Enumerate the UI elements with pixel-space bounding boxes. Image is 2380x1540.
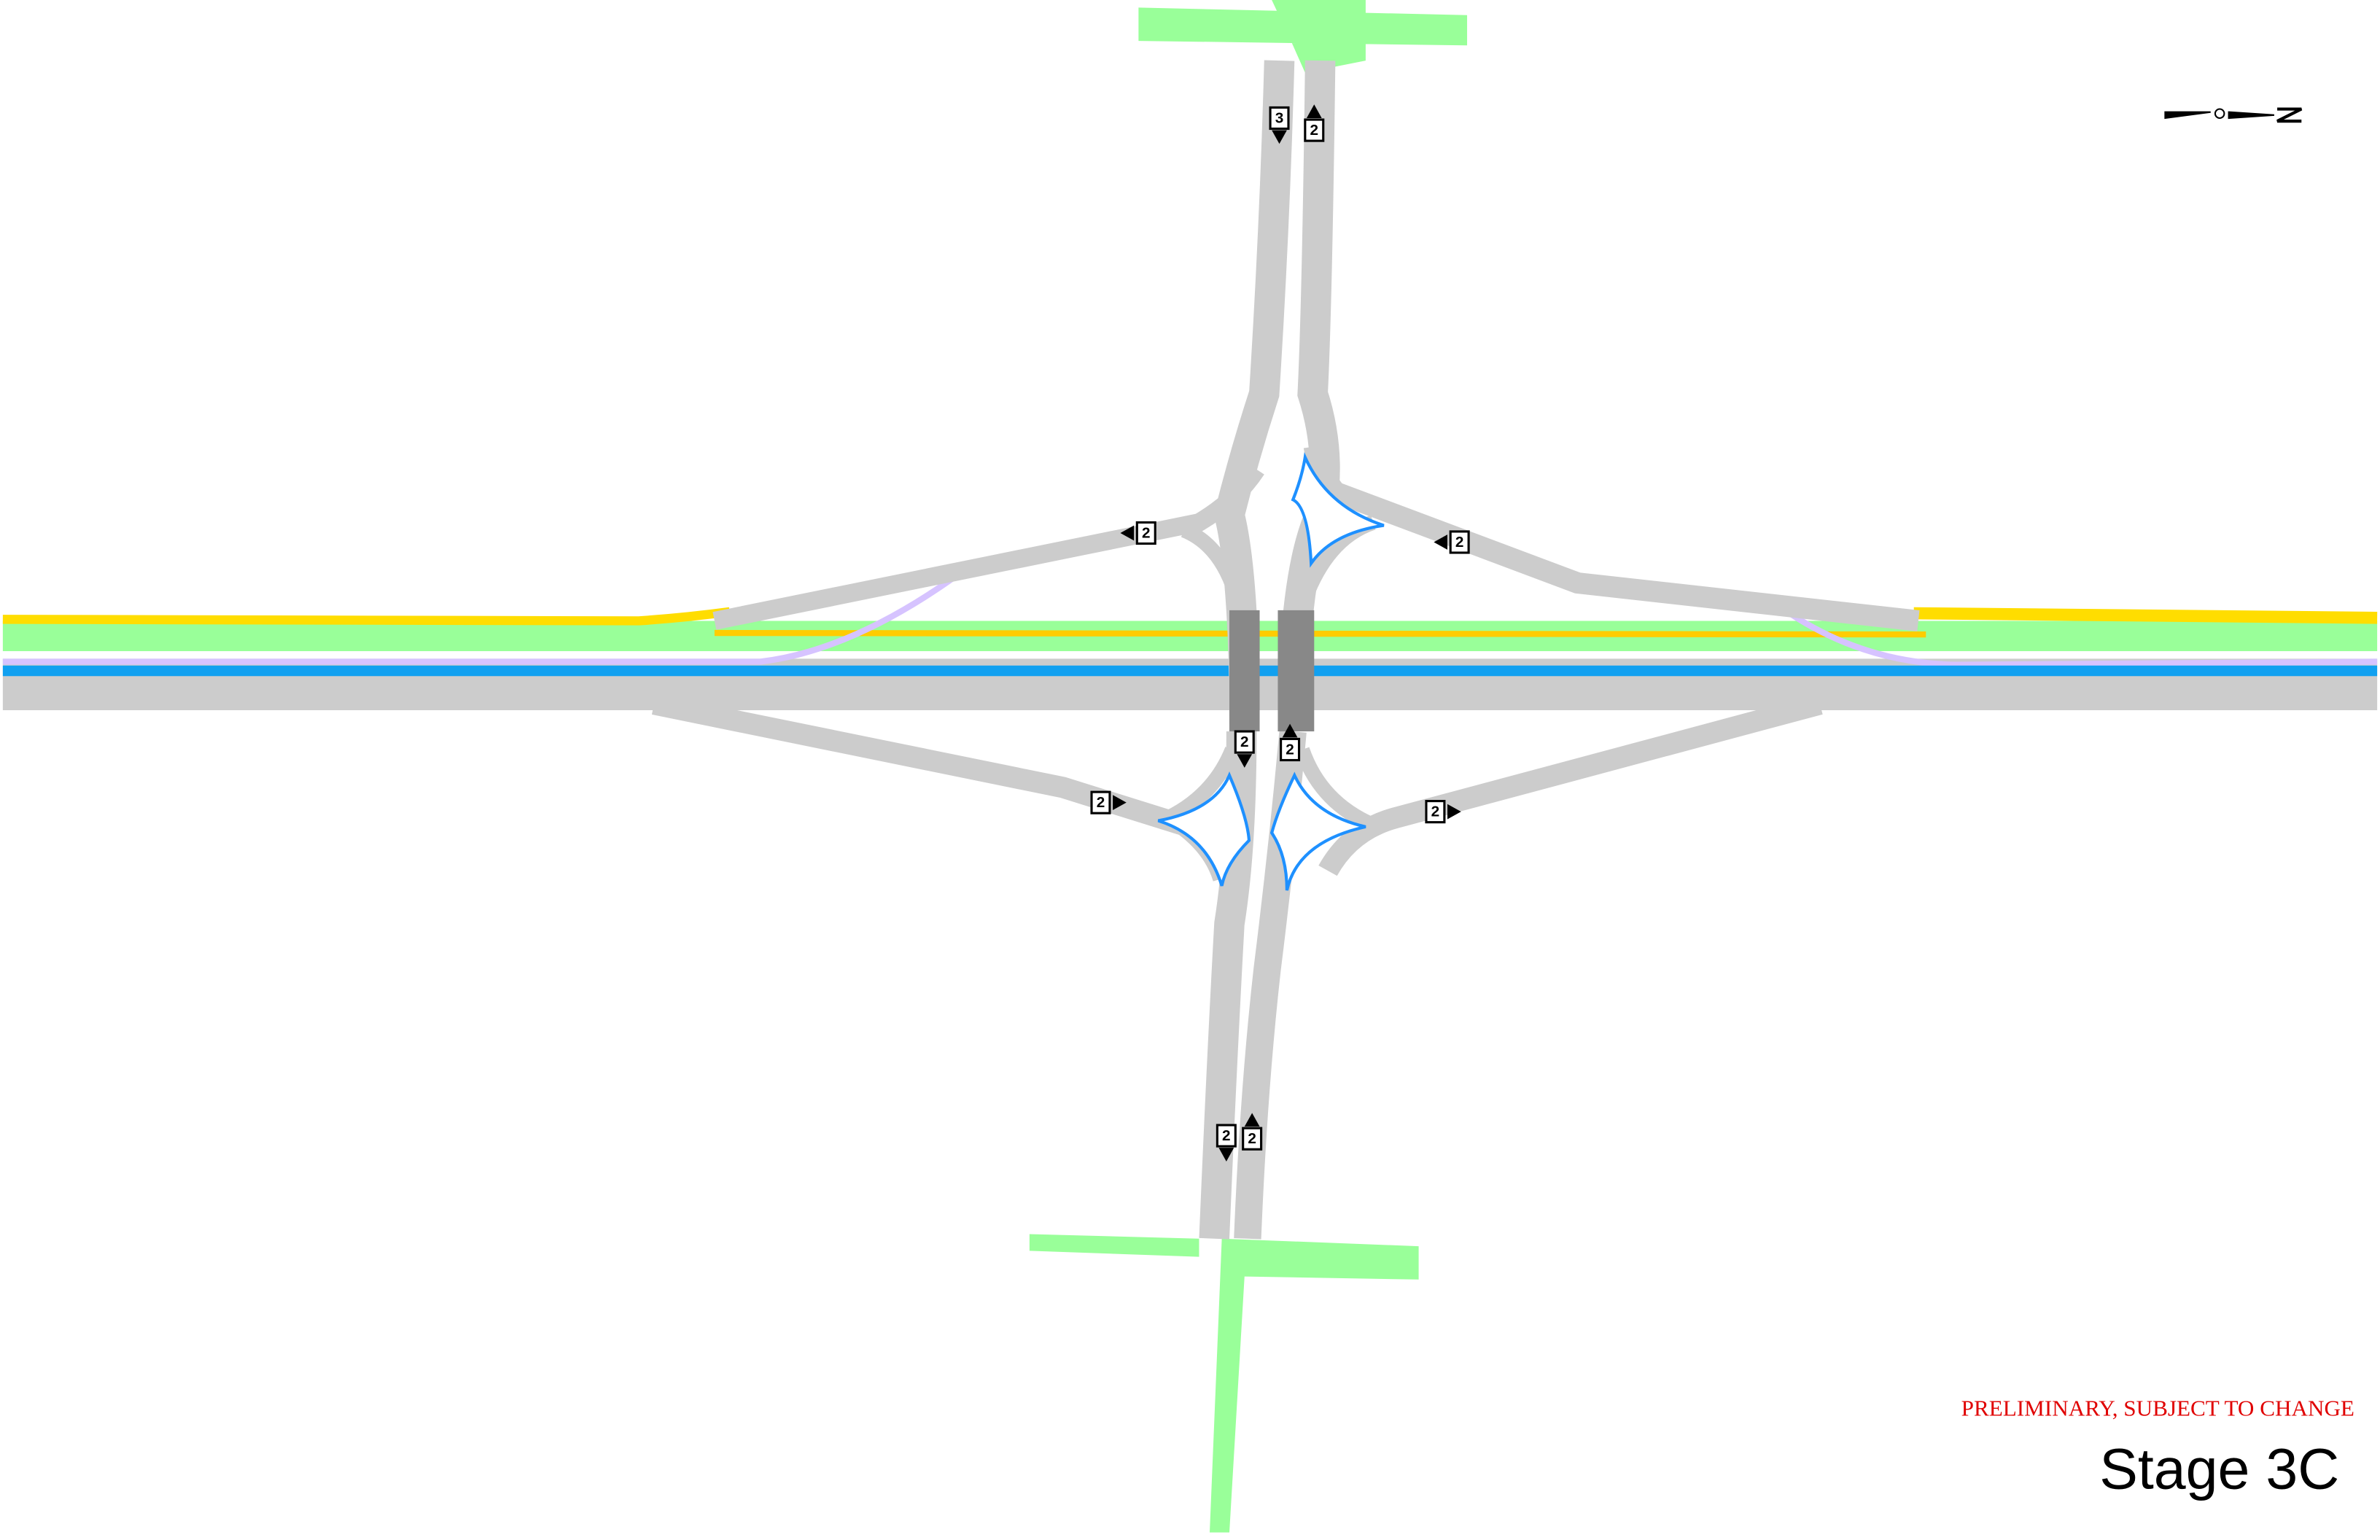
lane-marker: 2 (1242, 1113, 1263, 1151)
lane-box (1234, 730, 1255, 754)
lane-box (1269, 106, 1290, 131)
lane-box (1135, 521, 1156, 545)
lane-count: 2 (1286, 741, 1294, 758)
lane-count: 2 (1310, 122, 1319, 139)
lane-box (1304, 118, 1325, 142)
lane-marker: 2 (1090, 790, 1127, 814)
lane-arrow (1244, 1113, 1260, 1127)
lane-count: 2 (1097, 794, 1105, 811)
lane-box (1216, 1124, 1237, 1148)
lane-arrow (1272, 130, 1287, 144)
lane-count: 2 (1455, 534, 1464, 551)
lane-count: 2 (1431, 804, 1440, 820)
lane-marker: 3 (1269, 106, 1290, 144)
lane-arrow (1237, 754, 1253, 768)
lane-box (1242, 1127, 1263, 1151)
lane-box (1090, 790, 1111, 814)
lane-marker: 2 (1280, 723, 1301, 762)
notice: PRELIMINARY, SUBJECT TO CHANGE (1961, 1396, 2354, 1421)
north-arrow (2164, 107, 2303, 123)
lane-count: 3 (1275, 109, 1284, 126)
lane-arrow (1120, 525, 1135, 541)
lane-count: 2 (1142, 524, 1151, 541)
lane-marker: 2 (1216, 1124, 1237, 1162)
lane-count: 2 (1222, 1127, 1231, 1144)
lane-box (1425, 800, 1446, 824)
lane-count: 2 (1240, 734, 1249, 750)
stage-title: Stage 3C (2099, 1436, 2339, 1501)
lane-marker: 2 (1234, 730, 1255, 768)
lane-marker: 2 (1434, 530, 1470, 554)
lane-marker: 2 (1425, 800, 1461, 824)
lane-arrow (1447, 804, 1461, 820)
lane-arrow (1434, 534, 1448, 550)
lane-marker: 2 (1120, 521, 1156, 545)
lane-arrow (1306, 104, 1322, 118)
lane-box (1280, 737, 1301, 762)
lane-arrow (1218, 1148, 1234, 1162)
lane-arrow (1282, 723, 1298, 738)
lane-box (1449, 530, 1470, 554)
lane-marker: 2 (1304, 104, 1325, 142)
lane-count: 2 (1248, 1130, 1256, 1147)
lane-arrow (1113, 795, 1127, 811)
